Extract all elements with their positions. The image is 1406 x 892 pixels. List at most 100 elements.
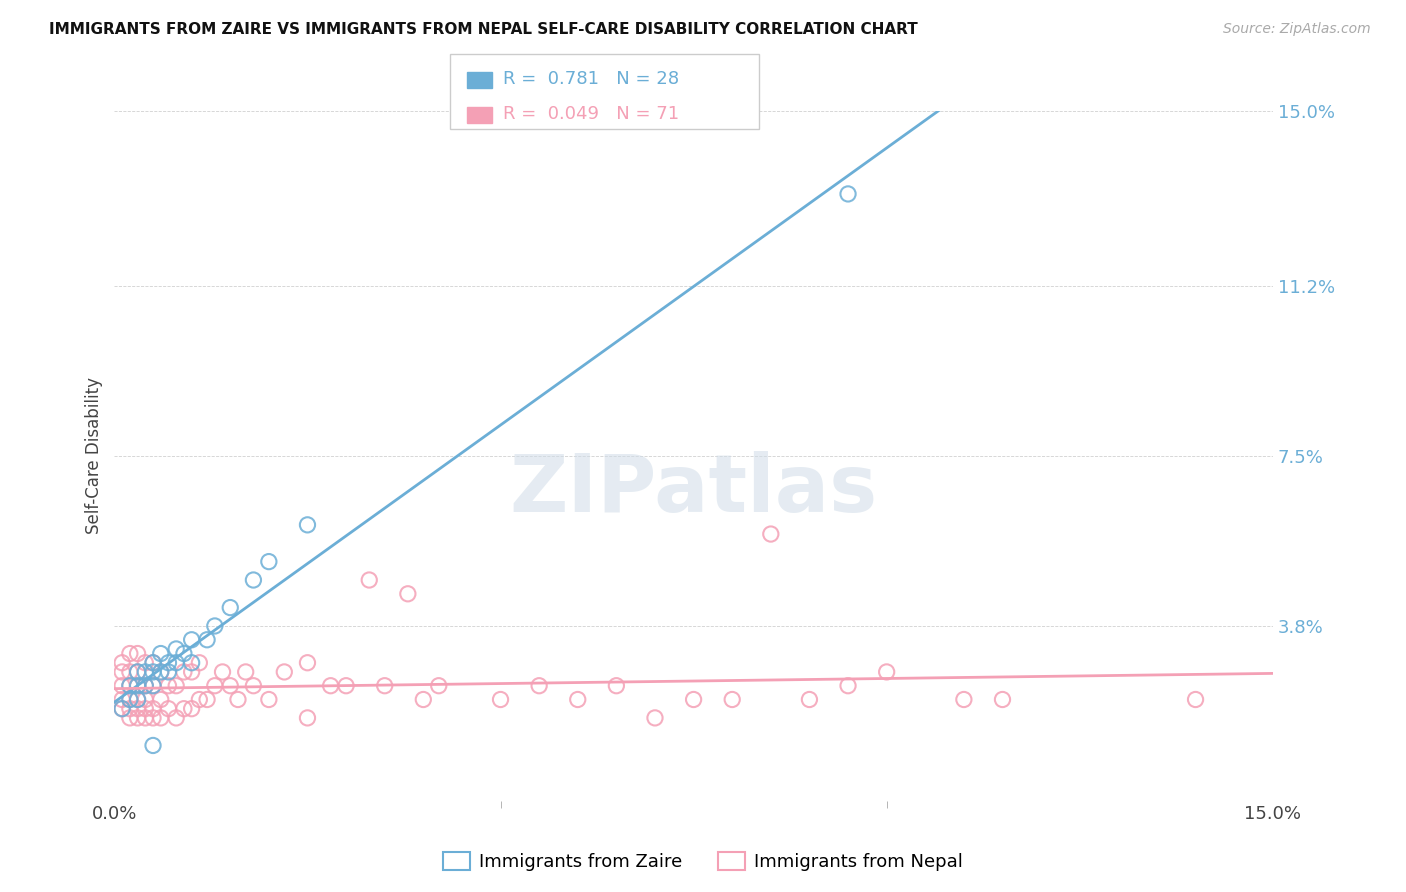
Point [242, 573, 264, 587]
Point [118, 692, 141, 706]
Point [142, 665, 165, 679]
Point [297, 517, 319, 532]
Text: R =  0.781   N = 28: R = 0.781 N = 28 [503, 70, 679, 87]
Point [111, 679, 134, 693]
Point [682, 692, 704, 706]
Point [374, 679, 396, 693]
Point [173, 665, 195, 679]
Point [111, 702, 134, 716]
Point [173, 647, 195, 661]
Point [359, 573, 381, 587]
Point [195, 632, 218, 647]
Point [188, 656, 211, 670]
Point [219, 679, 242, 693]
Point [165, 711, 187, 725]
Point [111, 692, 134, 706]
Point [157, 656, 180, 670]
Point [165, 642, 187, 657]
Point [319, 679, 342, 693]
Point [991, 692, 1014, 706]
Point [142, 702, 165, 716]
Point [134, 656, 156, 670]
Point [127, 665, 149, 679]
Point [118, 679, 141, 693]
Point [142, 679, 165, 693]
Point [527, 679, 550, 693]
Point [142, 656, 165, 670]
Point [142, 679, 165, 693]
Point [876, 665, 898, 679]
Point [165, 656, 187, 670]
Point [297, 656, 319, 670]
Point [605, 679, 627, 693]
Point [644, 711, 666, 725]
Point [953, 692, 976, 706]
Point [211, 665, 233, 679]
Point [226, 692, 249, 706]
Point [489, 692, 512, 706]
Point [134, 679, 156, 693]
Point [427, 679, 450, 693]
Point [118, 711, 141, 725]
Point [204, 679, 226, 693]
Point [149, 711, 172, 725]
Point [142, 739, 165, 753]
Point [127, 692, 149, 706]
Point [837, 679, 859, 693]
Point [118, 665, 141, 679]
Point [204, 619, 226, 633]
Point [134, 702, 156, 716]
Point [721, 692, 744, 706]
Point [149, 665, 172, 679]
Point [127, 711, 149, 725]
Point [219, 600, 242, 615]
Point [165, 679, 187, 693]
Point [142, 711, 165, 725]
Point [567, 692, 589, 706]
Point [180, 656, 202, 670]
Text: IMMIGRANTS FROM ZAIRE VS IMMIGRANTS FROM NEPAL SELF-CARE DISABILITY CORRELATION : IMMIGRANTS FROM ZAIRE VS IMMIGRANTS FROM… [49, 22, 918, 37]
Point [273, 665, 295, 679]
Point [799, 692, 821, 706]
Point [134, 665, 156, 679]
Point [335, 679, 357, 693]
Point [149, 665, 172, 679]
Point [173, 702, 195, 716]
Point [242, 679, 264, 693]
Point [157, 665, 180, 679]
Point [396, 587, 419, 601]
Point [142, 656, 165, 670]
Point [134, 692, 156, 706]
Point [118, 679, 141, 693]
Point [157, 679, 180, 693]
Point [759, 527, 782, 541]
Point [235, 665, 257, 679]
Point [118, 692, 141, 706]
Point [180, 702, 202, 716]
Point [118, 647, 141, 661]
Point [127, 702, 149, 716]
Point [111, 702, 134, 716]
Point [412, 692, 434, 706]
Point [188, 692, 211, 706]
Point [111, 665, 134, 679]
Point [127, 692, 149, 706]
Point [297, 711, 319, 725]
Point [127, 647, 149, 661]
Point [149, 692, 172, 706]
Point [195, 692, 218, 706]
Point [118, 702, 141, 716]
Text: ZIPatlas: ZIPatlas [509, 451, 877, 529]
Text: Source: ZipAtlas.com: Source: ZipAtlas.com [1223, 22, 1371, 37]
Point [127, 665, 149, 679]
Y-axis label: Self-Care Disability: Self-Care Disability [86, 377, 103, 534]
Point [180, 632, 202, 647]
Point [127, 679, 149, 693]
Point [1184, 692, 1206, 706]
Point [257, 692, 280, 706]
Point [127, 679, 149, 693]
Point [134, 711, 156, 725]
Point [837, 186, 859, 201]
Point [134, 679, 156, 693]
Point [149, 647, 172, 661]
